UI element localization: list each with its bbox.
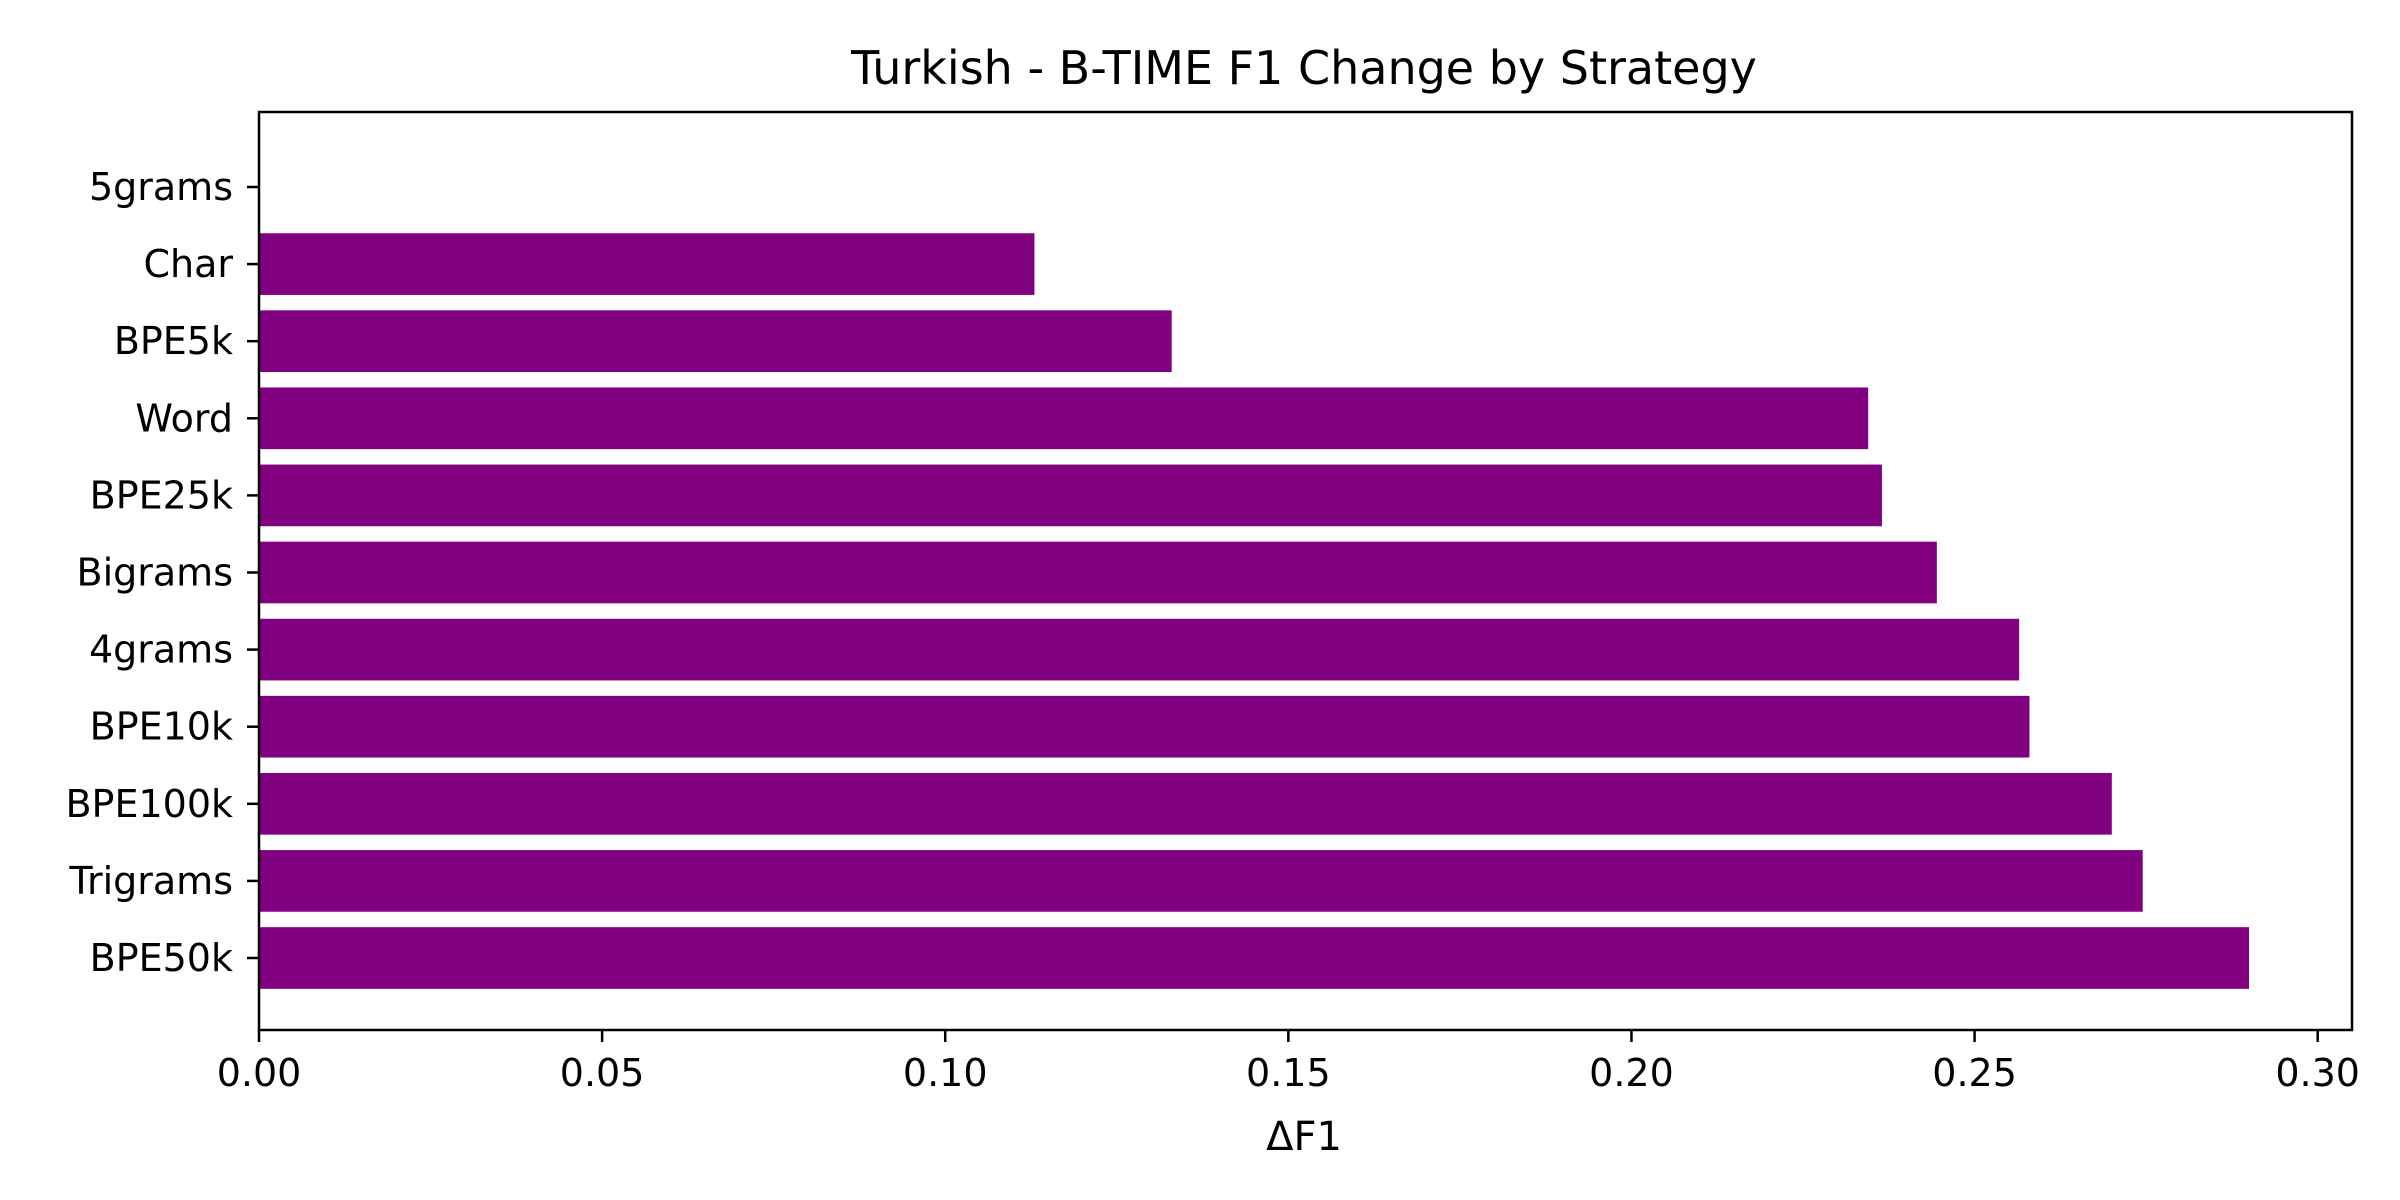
plot-frame: [257, 110, 2354, 1032]
y-tick-label-bpe10k: BPE10k: [90, 705, 233, 749]
bar-bpe10k: [259, 695, 2030, 758]
y-tick-label-bpe25k: BPE25k: [90, 473, 233, 517]
x-tick-label-2: 0.10: [903, 1051, 988, 1095]
y-tick-label-bigrams: Bigrams: [77, 551, 233, 595]
y-axis-ticks: BPE50k Trigrams BPE100k BPE10k 4grams Bigrams…: [65, 165, 259, 980]
bars-group: [259, 233, 2250, 989]
y-tick-label-word: Word: [135, 396, 233, 440]
y-tick-label-4grams: 4grams: [89, 628, 233, 672]
bar-trigrams: [259, 850, 2143, 912]
y-tick-label-bpe5k: BPE5k: [114, 319, 233, 363]
x-tick-label-5: 0.25: [1932, 1051, 2017, 1095]
chart-title: Turkish - B-TIME F1 Change by Strategy: [850, 41, 1757, 95]
x-axis-ticks: 0.00 0.05 0.10 0.15 0.20 0.25 0.30: [217, 1030, 2360, 1095]
x-tick-label-3: 0.15: [1246, 1051, 1331, 1095]
x-axis-label: ΔF1: [1266, 1114, 1342, 1160]
x-tick-label-1: 0.05: [560, 1051, 645, 1095]
bar-char: [259, 233, 1035, 295]
x-tick-label-0: 0.00: [217, 1051, 302, 1095]
bar-bigrams: [259, 541, 1937, 604]
bar-bpe50k: [259, 927, 2250, 989]
bar-bpe25k: [259, 464, 1882, 527]
y-tick-label-char: Char: [143, 242, 233, 286]
y-tick-label-bpe50k: BPE50k: [90, 936, 233, 980]
x-tick-label-4: 0.20: [1589, 1051, 1674, 1095]
bar-bpe100k: [259, 772, 2112, 835]
bar-word: [259, 387, 1869, 450]
y-tick-label-bpe100k: BPE100k: [65, 782, 233, 826]
bar-4grams: [259, 618, 2020, 681]
x-tick-label-6: 0.30: [2275, 1051, 2360, 1095]
y-tick-label-5grams: 5grams: [89, 165, 233, 209]
y-tick-label-trigrams: Trigrams: [68, 859, 233, 903]
bar-bpe5k: [259, 310, 1172, 373]
